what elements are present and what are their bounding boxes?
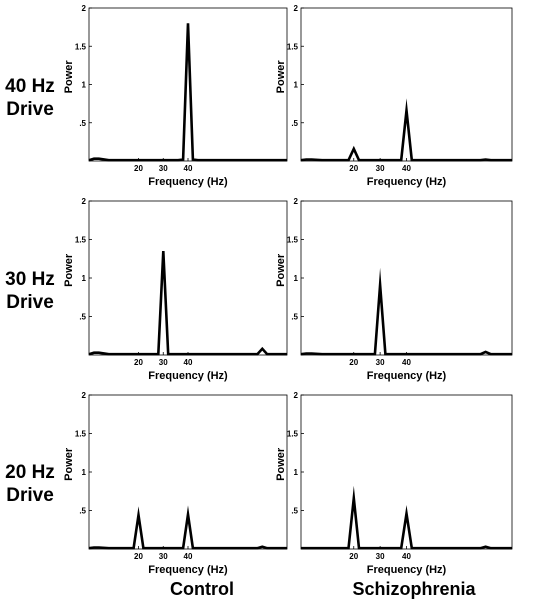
chart-panel: .5 1 1.5 2 20 30 40 Frequency (Hz) Power xyxy=(63,391,288,576)
power-spectrum-line xyxy=(88,505,287,550)
chart-panel: .5 1 1.5 2 20 30 40 Frequency (Hz) Power xyxy=(63,197,288,382)
y-axis-label: Power xyxy=(275,253,287,287)
x-tick-label: 20 xyxy=(349,358,358,367)
y-tick-label: 1 xyxy=(294,81,299,90)
y-tick-label: 2 xyxy=(82,197,87,206)
x-tick-label: 30 xyxy=(376,164,385,173)
y-tick-label: .5 xyxy=(79,507,86,516)
x-tick-label: 40 xyxy=(184,552,193,561)
power-spectrum-line xyxy=(88,23,287,162)
y-tick-label: 1 xyxy=(294,468,299,477)
plot-frame xyxy=(300,394,513,550)
y-tick-label: .5 xyxy=(291,313,298,322)
chart-panel: .5 1 1.5 2 20 30 40 Frequency (Hz) Power xyxy=(275,197,513,382)
y-tick-label: 1.5 xyxy=(287,430,299,439)
row-label-30hz-line2: Drive xyxy=(6,292,54,313)
plot-frame xyxy=(300,7,513,162)
y-axis-label: Power xyxy=(275,447,287,481)
y-tick-label: 2 xyxy=(294,391,299,400)
row-label-20hz-line1: 20 Hz xyxy=(5,462,55,483)
row-labels: 40 Hz Drive 30 Hz Drive 20 Hz Drive xyxy=(5,76,55,506)
y-tick-label: 1 xyxy=(82,81,87,90)
y-tick-label: 1.5 xyxy=(75,236,87,245)
x-tick-label: 30 xyxy=(159,164,168,173)
chart-panel: .5 1 1.5 2 20 30 40 Frequency (Hz) Power xyxy=(275,391,513,576)
y-tick-label: .5 xyxy=(291,507,298,516)
x-tick-label: 20 xyxy=(349,552,358,561)
y-tick-label: 1.5 xyxy=(287,42,299,51)
x-tick-label: 20 xyxy=(134,164,143,173)
plot-frame xyxy=(88,394,288,550)
x-tick-label: 40 xyxy=(402,164,411,173)
y-tick-label: .5 xyxy=(79,119,86,128)
x-tick-label: 30 xyxy=(159,552,168,561)
y-tick-label: 2 xyxy=(82,4,87,13)
y-tick-label: 1.5 xyxy=(287,236,299,245)
y-tick-label: .5 xyxy=(291,119,298,128)
x-axis-label: Frequency (Hz) xyxy=(367,564,447,576)
y-tick-label: 1 xyxy=(82,274,87,283)
column-labels: Control Schizophrenia xyxy=(170,579,476,599)
power-spectrum-line xyxy=(88,251,287,356)
x-tick-label: 40 xyxy=(184,164,193,173)
x-axis-label: Frequency (Hz) xyxy=(148,564,228,576)
y-tick-label: 2 xyxy=(294,197,299,206)
row-label-40hz-line2: Drive xyxy=(6,99,54,120)
y-axis-label: Power xyxy=(63,60,75,94)
power-spectrum-line xyxy=(301,485,512,550)
row-label-40hz-line1: 40 Hz xyxy=(5,76,55,97)
y-tick-label: 2 xyxy=(294,4,299,13)
y-tick-label: 1.5 xyxy=(75,430,87,439)
x-axis-label: Frequency (Hz) xyxy=(367,370,447,382)
row-label-30hz-line1: 30 Hz xyxy=(5,269,55,290)
x-tick-label: 40 xyxy=(402,358,411,367)
x-tick-label: 30 xyxy=(159,358,168,367)
column-label-schizophrenia: Schizophrenia xyxy=(352,579,476,599)
power-spectrum-line xyxy=(300,267,512,356)
y-tick-label: 1.5 xyxy=(75,42,87,51)
row-label-20hz-line2: Drive xyxy=(6,485,54,506)
x-axis-label: Frequency (Hz) xyxy=(148,176,228,188)
plot-frame xyxy=(300,200,513,356)
y-tick-label: 2 xyxy=(82,391,87,400)
chart-panel: .5 1 1.5 2 20 30 40 Frequency (Hz) Power xyxy=(275,4,513,188)
x-tick-label: 20 xyxy=(134,358,143,367)
plot-frame xyxy=(88,200,288,356)
x-tick-label: 20 xyxy=(349,164,358,173)
y-axis-label: Power xyxy=(63,253,75,287)
chart-panel: .5 1 1.5 2 20 30 40 Frequency (Hz) Power xyxy=(63,4,288,188)
x-tick-label: 30 xyxy=(376,552,385,561)
y-tick-label: .5 xyxy=(79,313,86,322)
y-tick-label: 1 xyxy=(294,274,299,283)
x-axis-label: Frequency (Hz) xyxy=(148,370,228,382)
power-spectrum-line xyxy=(300,98,512,162)
y-axis-label: Power xyxy=(63,447,75,481)
column-label-control: Control xyxy=(170,579,234,599)
x-axis-label: Frequency (Hz) xyxy=(367,176,447,188)
x-tick-label: 20 xyxy=(134,552,143,561)
x-tick-label: 40 xyxy=(184,358,193,367)
x-tick-label: 30 xyxy=(376,358,385,367)
y-tick-label: 1 xyxy=(82,468,87,477)
x-tick-label: 40 xyxy=(402,552,411,561)
y-axis-label: Power xyxy=(275,60,287,94)
